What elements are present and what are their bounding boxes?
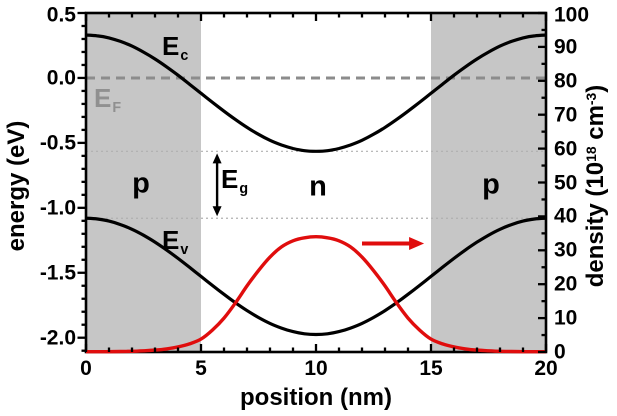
band-gap-arrow-head-down (212, 206, 222, 217)
ev-label-main: E (162, 225, 180, 255)
ec-label-sub: c (180, 48, 189, 64)
y-right-tick-label: 0 (554, 340, 566, 364)
y-left-tick-label: -2.0 (39, 326, 76, 350)
y-right-tick-label: 40 (554, 204, 578, 228)
region-label-n: n (309, 170, 327, 203)
ev-label-sub: v (180, 242, 189, 258)
x-tick-label: 0 (80, 357, 92, 380)
y-right-tick-label: 10 (554, 306, 578, 330)
y-left-axis-title: energy (eV) (3, 120, 30, 252)
x-axis-title: position (nm) (240, 384, 392, 411)
y-right-tick-label: 60 (554, 137, 578, 161)
y-left-tick-label: -1.0 (39, 196, 76, 220)
y-right-tick-label: 50 (554, 171, 578, 194)
ef-label-main: E (94, 83, 112, 113)
conduction-band-label: Ec (162, 33, 188, 63)
y-left-tick-label: 0.0 (46, 66, 76, 90)
density-direction-arrow-head (409, 237, 425, 251)
ef-label-sub: F (112, 100, 122, 116)
region-label-p-right: p (482, 168, 500, 201)
carrier_density-curve (86, 234, 546, 354)
conduction_band-curve (85, 33, 547, 153)
fermi-level-label: EF (94, 85, 121, 115)
y-right-tick-label: 70 (554, 103, 578, 127)
region-label-p-left: p (132, 167, 150, 200)
valence-band-label: Ev (162, 227, 188, 257)
ec-label-main: E (162, 31, 180, 61)
y-right-axis-title: density (1018 cm-3) (582, 84, 609, 288)
y-right-tick-label: 20 (554, 272, 578, 296)
y-left-tick-label: -1.5 (39, 261, 76, 285)
valence_band-curve (85, 216, 547, 337)
y-right-title-superscript-unit-exponent: -3 (583, 92, 600, 106)
y-left-tick-label: -0.5 (39, 131, 76, 155)
eg-label-main: E (221, 164, 239, 194)
x-tick-label: 10 (304, 357, 328, 380)
eg-label-sub: g (239, 181, 249, 197)
y-right-title-text: density (10 (582, 161, 609, 288)
y-right-title-unit: cm (582, 105, 609, 147)
x-tick-label: 5 (195, 357, 207, 380)
band-gap-arrow-head-up (212, 153, 222, 164)
band-gap-label: Eg (221, 166, 248, 196)
y-right-tick-label: 30 (554, 238, 578, 262)
shaded-region-p (86, 13, 201, 352)
y-right-tick-label: 80 (554, 69, 578, 93)
x-tick-label: 20 (534, 357, 558, 380)
y-left-tick-label: 0.5 (46, 3, 76, 27)
y-right-tick-label: 90 (554, 35, 578, 59)
x-tick-label: 15 (419, 357, 443, 380)
y-right-title-close-paren: ) (582, 84, 609, 93)
y-right-tick-label: 100 (554, 3, 590, 27)
shaded-region-p (431, 13, 546, 352)
y-right-title-superscript-exponent: 18 (583, 146, 600, 162)
